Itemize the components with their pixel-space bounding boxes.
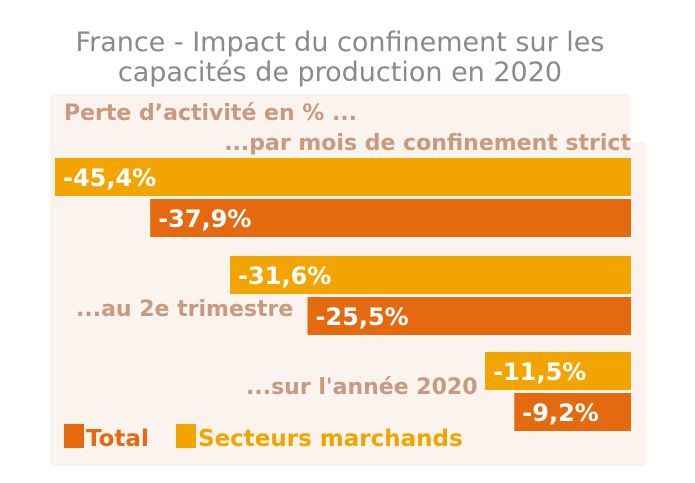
legend-swatch-total — [64, 424, 84, 448]
bar-marchands-0 — [55, 158, 631, 196]
data-label-total-2: -9,2% — [522, 399, 599, 427]
chart-title: France - Impact du confinement sur les c… — [0, 28, 680, 88]
bar-marchands-1 — [230, 256, 631, 294]
legend-label-total: Total — [86, 426, 149, 452]
legend-label-marchands: Secteurs marchands — [198, 426, 463, 452]
bar-marchands-2 — [485, 352, 631, 390]
category-label-annee: ...sur l'année 2020 — [246, 375, 478, 400]
panel-notch — [630, 94, 646, 142]
bar-total-2 — [514, 393, 631, 431]
data-label-total-1: -25,5% — [316, 303, 409, 331]
chart-title-line-1: France - Impact du confinement sur les — [75, 27, 605, 58]
data-label-total-0: -37,9% — [158, 205, 251, 233]
chart-heading: Perte d’activité en % ... — [64, 101, 357, 126]
legend-swatch-marchands — [176, 424, 196, 448]
data-label-marchands-1: -31,6% — [238, 262, 331, 290]
legend: Total Secteurs marchands — [64, 424, 463, 452]
category-label-mois: ...par mois de confinement strict — [224, 131, 631, 156]
bar-total-1 — [307, 297, 631, 335]
category-label-trimestre: ...au 2e trimestre — [76, 297, 293, 322]
data-label-marchands-2: -11,5% — [493, 358, 586, 386]
data-label-marchands-0: -45,4% — [63, 164, 156, 192]
bar-total-0 — [150, 199, 631, 237]
chart-title-line-2: capacités de production en 2020 — [117, 57, 563, 88]
